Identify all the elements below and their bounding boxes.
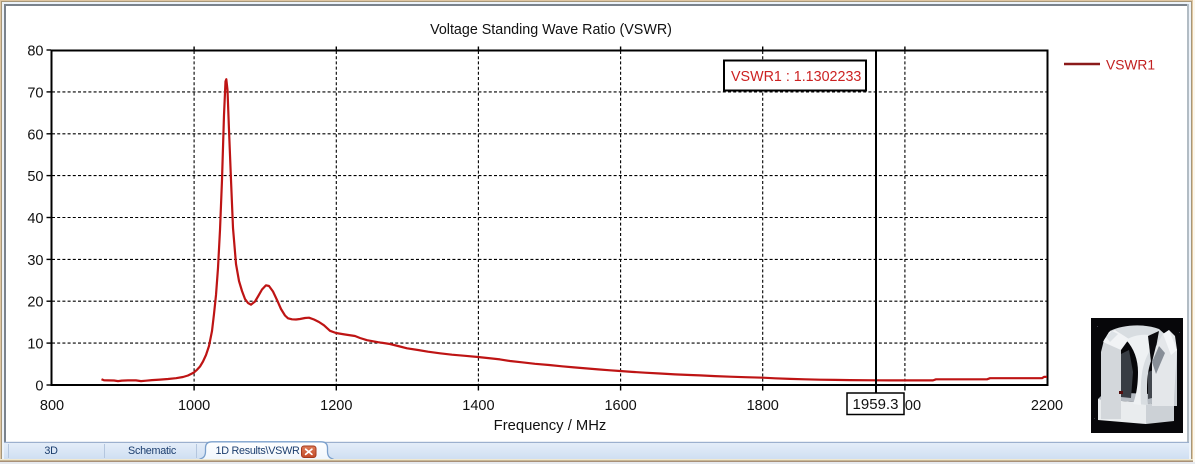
svg-text:2200: 2200 — [1031, 398, 1063, 414]
svg-text:60: 60 — [27, 127, 43, 143]
svg-text:Frequency / MHz: Frequency / MHz — [494, 418, 607, 434]
svg-text:1959.3: 1959.3 — [853, 396, 899, 413]
svg-text:1600: 1600 — [604, 398, 636, 414]
svg-text:1000: 1000 — [178, 398, 210, 414]
svg-text:50: 50 — [27, 169, 43, 185]
svg-text:80: 80 — [27, 44, 43, 60]
svg-text:10: 10 — [27, 337, 43, 353]
svg-text:Voltage Standing Wave Ratio (V: Voltage Standing Wave Ratio (VSWR) — [430, 22, 672, 38]
svg-text:20: 20 — [27, 295, 43, 311]
svg-text:1400: 1400 — [462, 398, 494, 414]
svg-text:70: 70 — [27, 85, 43, 101]
svg-text:VSWR1: VSWR1 — [1106, 58, 1155, 73]
svg-text:30: 30 — [27, 253, 43, 269]
svg-text:40: 40 — [27, 211, 43, 227]
svg-text:800: 800 — [40, 398, 64, 414]
svg-text:VSWR1 : 1.1302233: VSWR1 : 1.1302233 — [731, 69, 861, 85]
svg-text:3D: 3D — [44, 445, 58, 457]
svg-text:1200: 1200 — [320, 398, 352, 414]
svg-text:1D Results\VSWR: 1D Results\VSWR — [216, 445, 300, 457]
svg-text:Schematic: Schematic — [128, 445, 177, 457]
svg-text:1800: 1800 — [747, 398, 779, 414]
svg-text:0: 0 — [35, 379, 43, 395]
